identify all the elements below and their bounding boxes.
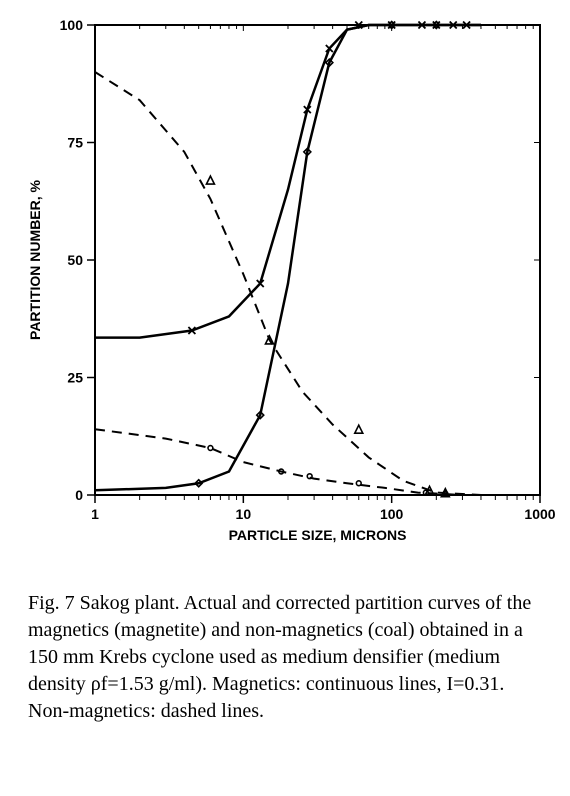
svg-text:100: 100 — [380, 506, 404, 522]
partition-chart: 0 25 50 75 100 1 10 100 1000 PARTITION NUMBER, % P… — [10, 10, 560, 570]
svg-text:PARTITION NUMBER, %: PARTITION NUMBER, % — [27, 179, 43, 340]
page: 0 25 50 75 100 1 10 100 1000 PARTITION NUMBER, % P… — [0, 0, 570, 796]
svg-text:PARTICLE SIZE, MICRONS: PARTICLE SIZE, MICRONS — [229, 527, 407, 543]
svg-text:75: 75 — [67, 135, 83, 151]
series-magnetics_actual — [95, 22, 481, 338]
series-magnetics_corrected — [95, 22, 481, 491]
svg-text:1000: 1000 — [524, 506, 555, 522]
svg-text:25: 25 — [67, 370, 83, 386]
svg-text:0: 0 — [75, 487, 83, 503]
svg-text:1: 1 — [91, 506, 99, 522]
series-nonmagnetics_corrected — [95, 429, 462, 496]
figure-caption: Fig. 7 Sakog plant. Actual and corrected… — [28, 590, 542, 725]
svg-text:100: 100 — [60, 17, 84, 33]
chart-svg: 0 25 50 75 100 1 10 100 1000 PARTITION NUMBER, % P… — [10, 10, 560, 570]
svg-text:50: 50 — [67, 252, 83, 268]
caption-text: Fig. 7 Sakog plant. Actual and corrected… — [28, 592, 531, 722]
svg-text:10: 10 — [236, 506, 252, 522]
